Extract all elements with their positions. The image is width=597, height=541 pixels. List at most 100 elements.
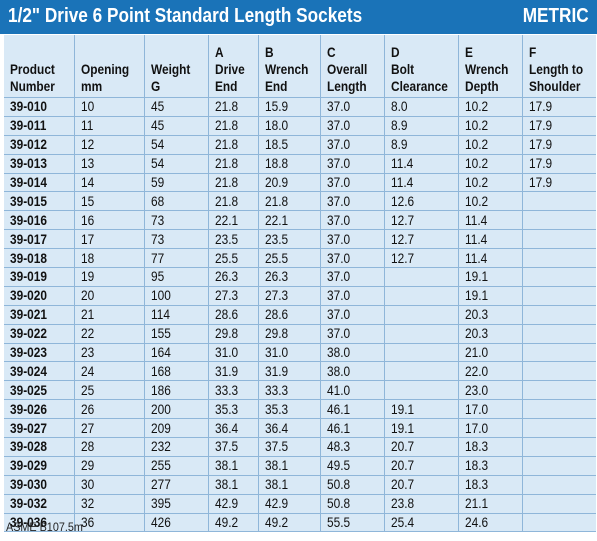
table-cell: 10.2 <box>458 153 523 174</box>
table-cell <box>522 229 596 249</box>
table-cell: 49.2 <box>208 512 259 533</box>
table-cell: 12 <box>74 134 145 155</box>
table-cell: 18.3 <box>458 437 523 457</box>
table-row: 39-032 32 395 42.9 42.9 50.8 23.8 21.1 <box>4 493 596 514</box>
column-header-drive-end: A Drive End <box>208 35 259 98</box>
table-cell: 21.8 <box>208 172 259 192</box>
table-row: 39-020 20 100 27.3 27.3 37.0 19.1 <box>4 285 596 306</box>
table-cell <box>384 342 459 362</box>
table-cell: 95 <box>144 267 209 287</box>
product-number-cell: 39-027 <box>4 418 75 438</box>
table-cell: 11.4 <box>458 229 523 249</box>
table-cell <box>522 512 596 533</box>
table-cell: 14 <box>74 172 145 192</box>
table-cell: 15 <box>74 191 145 211</box>
table-cell: 25.5 <box>208 248 259 268</box>
product-number-cell: 39-010 <box>4 97 75 117</box>
table-cell: 19.1 <box>384 418 459 438</box>
table-cell: 395 <box>144 493 209 514</box>
table-cell: 21.8 <box>208 97 259 117</box>
product-number-cell: 39-023 <box>4 342 75 362</box>
table-cell: 12.7 <box>384 210 459 230</box>
table-cell: 232 <box>144 437 209 457</box>
table-cell: 38.0 <box>320 342 385 362</box>
table-cell: 26.3 <box>208 267 259 287</box>
table-row: 39-021 21 114 28.6 28.6 37.0 20.3 <box>4 304 596 325</box>
product-number-cell: 39-021 <box>4 304 75 325</box>
table-cell: 38.1 <box>258 474 321 495</box>
table-row: 39-027 27 209 36.4 36.4 46.1 19.1 17.0 <box>4 418 596 438</box>
table-cell: 100 <box>144 285 209 306</box>
table-cell: 26 <box>74 399 145 419</box>
table-cell: 10 <box>74 97 145 117</box>
table-cell: 31.9 <box>208 361 259 381</box>
product-number-cell: 39-017 <box>4 229 75 249</box>
table-cell <box>384 380 459 400</box>
table-row: 39-023 23 164 31.0 31.0 38.0 21.0 <box>4 342 596 362</box>
product-number-cell: 39-029 <box>4 455 75 476</box>
product-number-cell: 39-026 <box>4 399 75 419</box>
table-cell: 37.0 <box>320 191 385 211</box>
column-header-bolt-clearance: D Bolt Clearance <box>384 35 459 98</box>
table-cell: 27.3 <box>258 285 321 306</box>
table-cell: 46.1 <box>320 418 385 438</box>
table-cell: 29.8 <box>258 323 321 344</box>
table-cell: 38.1 <box>258 455 321 476</box>
table-cell: 36.4 <box>258 418 321 438</box>
table-cell: 21 <box>74 304 145 325</box>
table-cell: 50.8 <box>320 493 385 514</box>
table-cell: 10.2 <box>458 191 523 211</box>
column-header-weight: Weight G <box>144 35 209 98</box>
table-row: 39-029 29 255 38.1 38.1 49.5 20.7 18.3 <box>4 455 596 476</box>
table-cell: 209 <box>144 418 209 438</box>
table-cell: 13 <box>74 153 145 174</box>
table-cell: 168 <box>144 361 209 381</box>
table-cell <box>522 474 596 495</box>
product-number-cell: 39-011 <box>4 115 75 136</box>
title-bar: 1/2" Drive 6 Point Standard Length Socke… <box>0 0 597 34</box>
table-cell: 8.0 <box>384 97 459 117</box>
table-cell: 33.3 <box>258 380 321 400</box>
table-cell <box>522 191 596 211</box>
footnote: ASME B107.5m <box>6 520 83 534</box>
table-cell: 23 <box>74 342 145 362</box>
table-cell: 41.0 <box>320 380 385 400</box>
table-cell: 37.5 <box>208 437 259 457</box>
table-cell: 17.9 <box>522 115 596 136</box>
table-cell: 21.8 <box>208 153 259 174</box>
table-cell: 73 <box>144 210 209 230</box>
table-cell: 20.7 <box>384 437 459 457</box>
table-cell: 18.5 <box>258 134 321 155</box>
page-title: 1/2" Drive 6 Point Standard Length Socke… <box>8 5 363 27</box>
table-cell: 22.1 <box>258 210 321 230</box>
table-cell: 10.2 <box>458 115 523 136</box>
table-cell: 20.3 <box>458 323 523 344</box>
table-cell: 186 <box>144 380 209 400</box>
table-cell: 38.1 <box>208 455 259 476</box>
table-cell: 10.2 <box>458 134 523 155</box>
table-cell: 17.0 <box>458 399 523 419</box>
table-cell <box>522 248 596 268</box>
header-row: Product Number Opening mm Weight G A Dri… <box>4 35 596 98</box>
table-cell: 55.5 <box>320 512 385 533</box>
table-cell <box>384 323 459 344</box>
table-cell: 11 <box>74 115 145 136</box>
table-cell: 255 <box>144 455 209 476</box>
table-cell: 20.9 <box>258 172 321 192</box>
table-cell: 22 <box>74 323 145 344</box>
table-cell: 15.9 <box>258 97 321 117</box>
column-header-opening: Opening mm <box>74 35 145 98</box>
table-cell: 28 <box>74 437 145 457</box>
table-cell: 37.0 <box>320 248 385 268</box>
table-cell <box>522 361 596 381</box>
column-header-wrench-depth: E Wrench Depth <box>458 35 523 98</box>
table-cell: 21.8 <box>208 191 259 211</box>
table-cell: 22.1 <box>208 210 259 230</box>
table-cell: 32 <box>74 493 145 514</box>
table-cell: 37.0 <box>320 267 385 287</box>
table-cell: 37.0 <box>320 172 385 192</box>
table-cell: 11.4 <box>384 153 459 174</box>
table-cell: 29.8 <box>208 323 259 344</box>
column-header-overall-length: C Overall Length <box>320 35 385 98</box>
table-cell: 12.7 <box>384 248 459 268</box>
